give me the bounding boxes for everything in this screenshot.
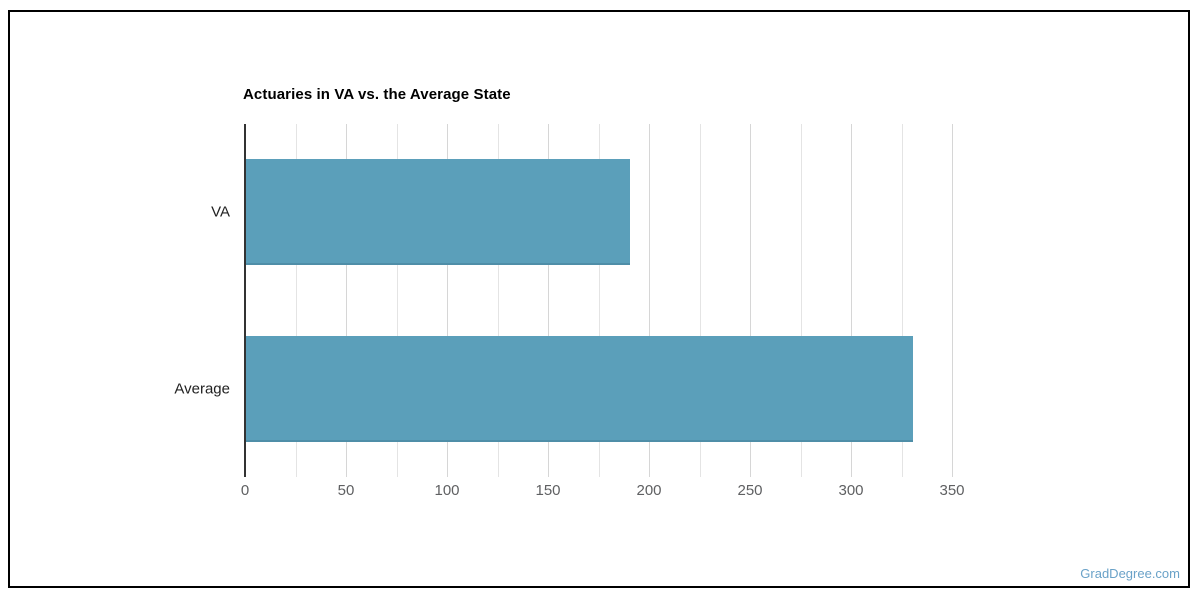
plot-area bbox=[244, 124, 990, 477]
x-tick-label-350: 350 bbox=[939, 482, 965, 499]
x-tick-label-250: 250 bbox=[737, 482, 763, 499]
category-label-average: Average bbox=[174, 380, 230, 398]
gridline-major bbox=[649, 124, 650, 477]
x-tick-label-300: 300 bbox=[838, 482, 864, 499]
gridline-minor bbox=[598, 124, 600, 477]
gridline-major bbox=[548, 124, 549, 477]
gridline-major bbox=[750, 124, 751, 477]
gridline-major bbox=[346, 124, 347, 477]
gridline-minor bbox=[699, 124, 701, 477]
x-tick-label-50: 50 bbox=[337, 482, 355, 499]
x-tick-label-0: 0 bbox=[240, 482, 250, 499]
x-tick-label-150: 150 bbox=[535, 482, 561, 499]
gridline-minor bbox=[800, 124, 802, 477]
gridline-major bbox=[952, 124, 953, 477]
gridline-major bbox=[447, 124, 448, 477]
y-axis-line bbox=[244, 124, 246, 477]
gridline-minor bbox=[295, 124, 297, 477]
x-tick-label-200: 200 bbox=[636, 482, 662, 499]
chart-title: Actuaries in VA vs. the Average State bbox=[243, 86, 511, 103]
gridline-minor bbox=[396, 124, 398, 477]
gridline-minor bbox=[901, 124, 903, 477]
category-label-va: VA bbox=[211, 203, 230, 221]
x-tick-label-100: 100 bbox=[434, 482, 460, 499]
gridline-minor bbox=[497, 124, 499, 477]
bar-average bbox=[246, 335, 913, 442]
gridline-major bbox=[851, 124, 852, 477]
watermark-text: GradDegree.com bbox=[1080, 566, 1180, 581]
bar-va bbox=[246, 159, 630, 266]
